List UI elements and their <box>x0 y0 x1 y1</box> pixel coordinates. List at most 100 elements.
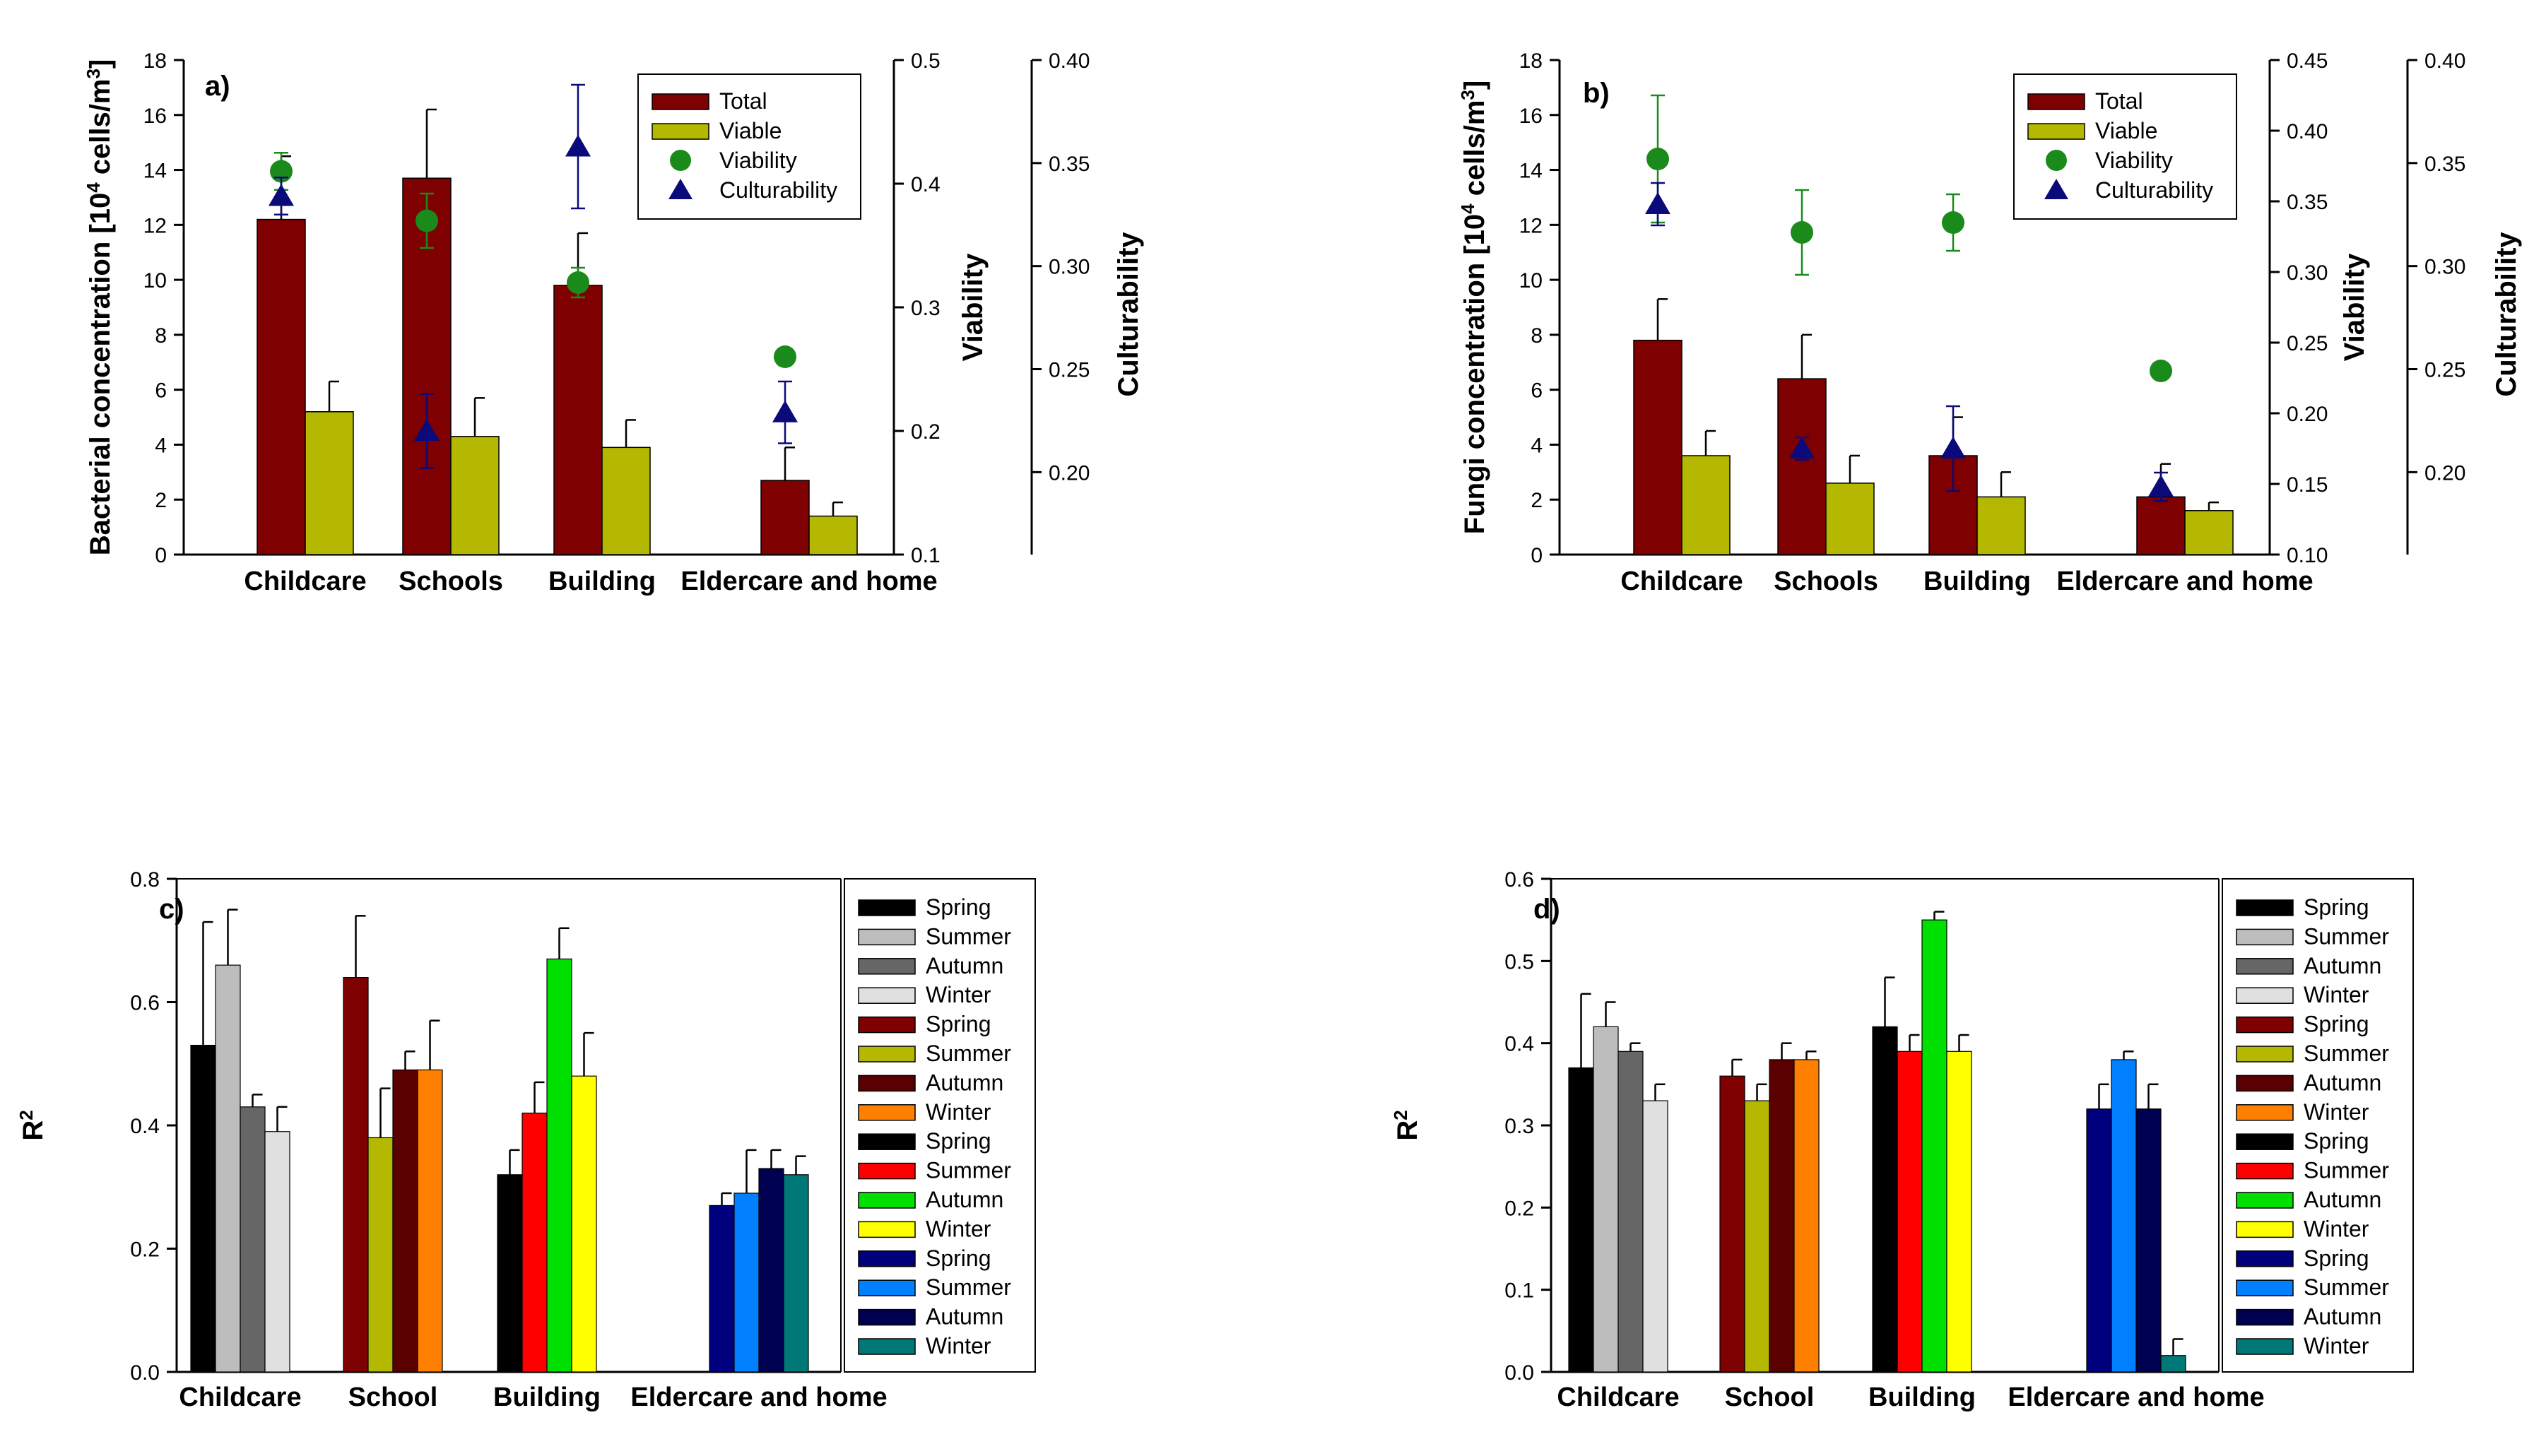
legend-swatch-spring <box>858 1250 916 1267</box>
legend-label-winter: Winter <box>926 1099 991 1125</box>
y-tick-label: 6 <box>155 379 167 403</box>
legend-label-viability: Viability <box>2095 148 2173 173</box>
viability-tick-label: 0.5 <box>911 49 941 73</box>
error-bar-viable <box>2000 471 2011 497</box>
legend-swatch-winter <box>858 1221 916 1238</box>
legend-label-winter: Winter <box>2304 982 2369 1007</box>
error-bar <box>202 921 213 1046</box>
legend-swatch-autumn <box>2236 1308 2294 1326</box>
legend-swatch-culturability <box>668 179 693 199</box>
legend-label-autumn: Autumn <box>926 1070 1003 1095</box>
culturability-tick-label: 0.40 <box>1049 49 1090 73</box>
panel-label: c) <box>159 894 184 925</box>
category-label-building: Building <box>1923 567 2031 596</box>
culturability-tick-label: 0.20 <box>2424 461 2465 485</box>
error-bar <box>227 908 238 966</box>
legend-label-spring: Spring <box>926 1128 991 1154</box>
bar-school-3 <box>1793 1059 1820 1373</box>
error-bar <box>1958 1034 1969 1052</box>
y-tick-label: 14 <box>1519 160 1543 183</box>
legend-label-spring: Spring <box>2304 1128 2369 1154</box>
bar-total-building <box>553 285 603 555</box>
legend-label-spring: Spring <box>926 1245 991 1271</box>
legend-swatch-spring <box>858 1133 916 1150</box>
legend-label-spring: Spring <box>2304 894 2369 920</box>
bar-school-0 <box>1719 1075 1745 1373</box>
error-bar-viable <box>2208 501 2219 511</box>
category-label-schools: Schools <box>1774 567 1878 596</box>
legend-label-autumn: Autumn <box>926 1304 1003 1330</box>
bar-eldercare-and-home-2 <box>758 1168 784 1373</box>
bar-building-3 <box>1946 1050 1972 1373</box>
viability-tick-label: 0.40 <box>2287 120 2328 143</box>
y-axis-title-superscript: 2 <box>1390 1110 1411 1120</box>
y-tick-label: 0.1 <box>1504 1279 1534 1303</box>
error-bar <box>1805 1050 1817 1060</box>
error-bar-total <box>1656 298 1668 341</box>
legend-swatch-winter <box>2236 1104 2294 1121</box>
bar-viable-building <box>601 446 651 555</box>
legend-label-winter: Winter <box>2304 1333 2369 1359</box>
legend-swatch-winter <box>2236 1338 2294 1355</box>
y-axis-title-part: ] <box>1459 81 1490 90</box>
legend-swatch-summer <box>2236 1162 2294 1180</box>
bar-building-2 <box>546 958 572 1373</box>
error-bar <box>509 1149 520 1175</box>
bar-building-0 <box>1872 1026 1898 1373</box>
y-axis-title: Fungi concentration [104 cells/m3] <box>1457 81 1490 534</box>
y-tick-label: 8 <box>155 324 167 348</box>
y-tick-label: 12 <box>1519 214 1543 237</box>
y-axis-title-part: cells/m <box>85 79 116 183</box>
category-label-building: Building <box>493 1383 601 1412</box>
y-tick-label: 0 <box>1531 544 1543 567</box>
y-axis-title: Bacterial concentration [104 cells/m3] <box>83 59 116 556</box>
legend-swatch-summer <box>858 1046 916 1063</box>
legend-label-viable: Viable <box>2095 118 2157 143</box>
point-culturability <box>772 400 798 422</box>
point-viability <box>1942 211 1964 234</box>
y-tick-label: 0.2 <box>1504 1197 1534 1220</box>
error-bar-total <box>1801 333 1812 379</box>
culturability-tick-label: 0.20 <box>1049 461 1090 485</box>
point-culturability <box>2148 475 2174 497</box>
legend-swatch-summer <box>2236 1046 2294 1063</box>
point-viability <box>416 209 438 232</box>
bar-total-schools <box>1777 378 1827 555</box>
bar-school-1 <box>367 1137 394 1373</box>
legend: Total Viable Viability Culturability <box>637 73 861 220</box>
error-bar <box>2123 1050 2134 1060</box>
bar-school-2 <box>392 1069 418 1373</box>
panel-label: b) <box>1583 78 1610 109</box>
category-label-building: Building <box>1868 1383 1976 1412</box>
y-tick-label: 4 <box>155 434 167 457</box>
error-bar <box>1580 993 1591 1068</box>
y-tick-label: 4 <box>1531 434 1543 457</box>
error-bar <box>276 1106 288 1132</box>
category-label-building: Building <box>548 567 656 596</box>
legend-label-viable: Viable <box>719 118 782 143</box>
bar-total-childcare <box>1633 339 1682 555</box>
bar-building-3 <box>571 1075 597 1373</box>
y-tick-label: 10 <box>143 269 167 292</box>
legend-label-autumn: Autumn <box>2304 953 2381 978</box>
bar-viable-eldercare-and-home <box>2184 510 2234 555</box>
viability-axis-title: Viability <box>2339 253 2370 361</box>
error-bar <box>1629 1042 1641 1052</box>
culturability-tick-label: 0.25 <box>2424 359 2465 382</box>
bar-eldercare-and-home-3 <box>2160 1355 2186 1373</box>
panel-b: 0 2 4 6 8 10 12 14 16 18 0.10 0.15 0.20 0.25 0.30 0.35 0… <box>1457 49 2522 596</box>
error-bar-viable <box>625 419 636 448</box>
point-viability <box>2150 360 2172 382</box>
error-bar <box>1781 1042 1792 1060</box>
point-culturability <box>269 184 294 206</box>
error-bar <box>2172 1338 2183 1356</box>
point-culturability <box>1789 437 1815 458</box>
legend-swatch-autumn <box>2236 958 2294 975</box>
legend-swatch-summer <box>858 1162 916 1180</box>
error-bar-viable <box>832 501 843 516</box>
legend-swatch-autumn <box>2236 1192 2294 1209</box>
point-culturability <box>414 419 440 441</box>
legend-label-summer: Summer <box>2304 923 2389 949</box>
legend-label-autumn: Autumn <box>926 1187 1003 1212</box>
bar-childcare-1 <box>1593 1026 1619 1373</box>
